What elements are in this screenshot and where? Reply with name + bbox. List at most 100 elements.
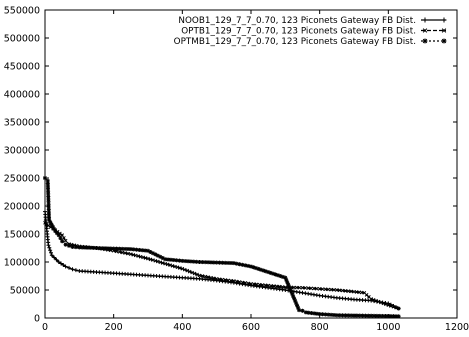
data-point	[200, 274, 205, 278]
data-point	[128, 247, 133, 252]
data-point	[372, 313, 377, 318]
series-points	[43, 209, 401, 311]
data-point	[386, 303, 391, 307]
data-point	[56, 233, 61, 238]
data-point	[329, 287, 333, 292]
data-point	[389, 304, 393, 308]
data-point	[309, 286, 313, 291]
data-point	[143, 248, 148, 253]
data-point	[226, 260, 231, 265]
x-tick-label: 0	[42, 322, 48, 333]
x-tick-label: 200	[105, 322, 123, 333]
data-point	[47, 245, 52, 250]
data-point	[70, 267, 75, 272]
data-point	[170, 263, 175, 268]
data-point	[209, 275, 213, 280]
data-point	[329, 312, 334, 317]
data-point	[49, 250, 54, 255]
series-points	[43, 176, 401, 319]
data-point	[136, 254, 141, 258]
data-point	[67, 243, 72, 248]
data-point	[251, 265, 256, 270]
data-point	[314, 311, 319, 316]
data-point	[346, 289, 351, 293]
data-point	[384, 302, 388, 307]
data-point	[175, 265, 180, 270]
data-point	[117, 250, 122, 254]
data-point	[337, 288, 342, 293]
data-point	[58, 236, 63, 241]
y-tick-label: 200000	[4, 202, 40, 213]
data-point	[203, 260, 208, 265]
y-tick-label: 300000	[4, 146, 40, 157]
data-point	[63, 242, 68, 247]
series-line	[44, 222, 399, 310]
data-point	[185, 268, 190, 273]
data-point	[187, 269, 192, 274]
legend-marker	[422, 38, 447, 44]
data-point	[303, 286, 308, 290]
data-point	[396, 314, 401, 319]
x-tick-label: 400	[173, 322, 191, 333]
data-point	[326, 287, 331, 292]
data-point	[214, 260, 219, 265]
y-tick-label: 400000	[4, 90, 40, 101]
data-point	[153, 258, 158, 263]
data-point	[343, 288, 348, 293]
data-point	[254, 282, 259, 287]
x-tick-label: 1000	[376, 322, 400, 333]
data-point	[186, 259, 191, 264]
data-point	[148, 257, 153, 262]
data-point	[165, 262, 170, 267]
data-point	[312, 286, 316, 291]
legend-label: OPTMB1_129_7_7_0.70, 123 Piconets Gatewa…	[174, 37, 416, 47]
y-tick-label: 450000	[4, 62, 40, 73]
data-point	[252, 282, 256, 286]
x-tick-label: 800	[311, 322, 329, 333]
data-point	[314, 286, 319, 291]
data-point	[146, 256, 150, 261]
data-point	[94, 246, 99, 250]
data-point	[178, 266, 182, 270]
data-point	[131, 252, 136, 257]
y-tick-label: 50000	[10, 286, 40, 297]
data-point	[277, 284, 282, 289]
data-point	[60, 233, 65, 237]
data-point	[369, 297, 374, 301]
data-point	[257, 282, 262, 287]
data-point	[220, 260, 225, 265]
data-point	[46, 243, 51, 248]
data-point	[297, 285, 302, 290]
y-tick-label: 500000	[4, 34, 40, 45]
data-point	[73, 268, 78, 273]
legend-label: NOOB1_129_7_7_0.70, 123 Piconets Gateway…	[178, 16, 416, 26]
data-point	[70, 244, 75, 249]
data-point	[360, 313, 365, 318]
data-point	[272, 284, 276, 288]
data-point	[349, 289, 353, 294]
data-point	[168, 257, 173, 262]
data-point	[141, 255, 145, 260]
data-point	[120, 246, 125, 251]
data-point	[260, 283, 265, 287]
data-point	[203, 274, 208, 279]
data-point	[214, 276, 219, 281]
data-point	[56, 260, 61, 264]
legend-entry: NOOB1_129_7_7_0.70, 123 Piconets Gateway…	[178, 16, 447, 26]
data-point	[374, 313, 379, 318]
data-point	[151, 258, 155, 262]
data-point	[317, 312, 322, 317]
data-point	[63, 264, 68, 269]
series-line	[44, 211, 399, 310]
data-point	[269, 283, 273, 288]
data-point	[228, 261, 233, 266]
data-point	[246, 281, 250, 286]
data-point	[163, 261, 168, 266]
data-point	[128, 252, 133, 257]
data-point	[371, 297, 376, 302]
data-point	[168, 263, 172, 267]
data-point	[283, 285, 288, 290]
series-3	[43, 176, 401, 319]
series-1	[43, 209, 401, 311]
